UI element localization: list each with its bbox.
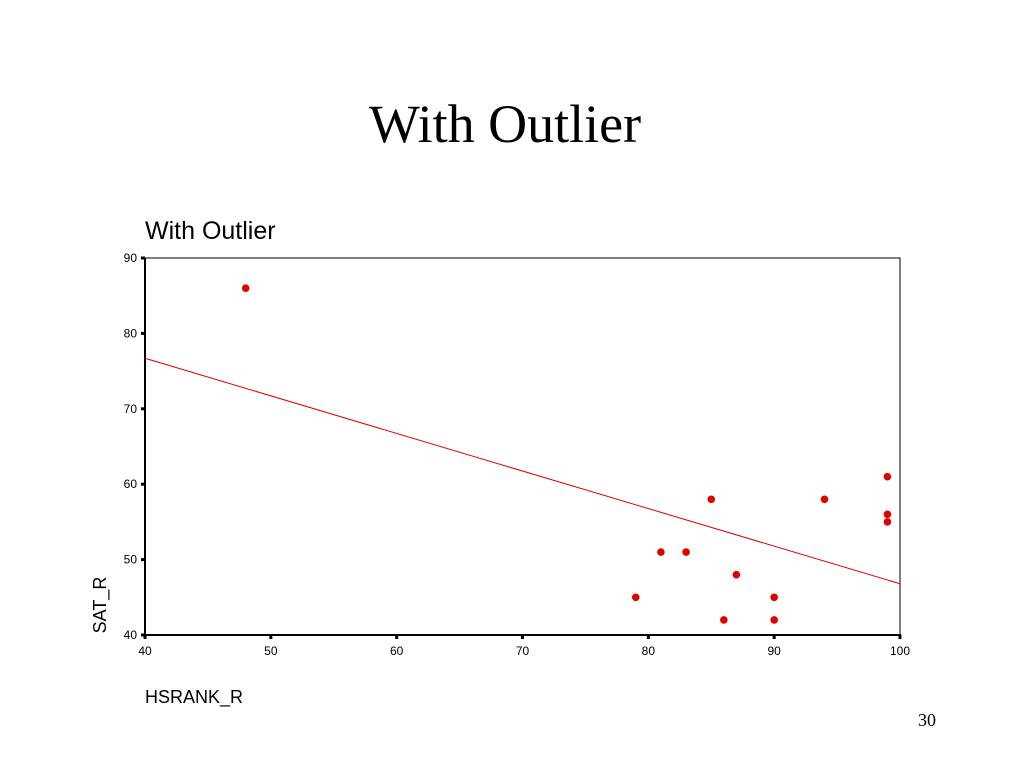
- y-tick-label: 50: [124, 553, 138, 567]
- x-tick-label: 90: [767, 644, 781, 658]
- x-tick-label: 50: [264, 644, 278, 658]
- x-tick-label: 80: [642, 644, 656, 658]
- chart-title: With Outlier: [145, 217, 276, 245]
- point: [657, 548, 665, 556]
- point: [820, 495, 829, 504]
- x-tick-label: 70: [516, 644, 530, 658]
- point: [631, 593, 640, 602]
- point: [883, 510, 892, 519]
- point: [883, 518, 892, 526]
- y-tick-label: 70: [124, 402, 138, 416]
- y-axis-label: SAT_R: [90, 577, 111, 634]
- point: [241, 284, 250, 292]
- x-tick-label: 100: [890, 644, 910, 658]
- point: [732, 570, 741, 579]
- slide-title: With Outlier: [369, 94, 641, 154]
- point: [720, 616, 728, 624]
- x-tick-label: 60: [390, 644, 404, 658]
- point: [770, 616, 778, 624]
- x-axis-label: HSRANK_R: [145, 687, 243, 708]
- y-tick-label: 80: [124, 326, 138, 340]
- page-number: 30: [918, 710, 936, 730]
- plot-frame: [144, 257, 901, 636]
- point: [770, 593, 778, 602]
- y-tick-label: 90: [124, 251, 138, 265]
- fit-line: [144, 357, 901, 585]
- x-tick-label: 40: [138, 644, 152, 658]
- point: [707, 495, 716, 504]
- y-tick-label: 40: [124, 628, 138, 642]
- point: [682, 548, 690, 556]
- y-tick-label: 60: [124, 477, 138, 491]
- point: [883, 472, 892, 481]
